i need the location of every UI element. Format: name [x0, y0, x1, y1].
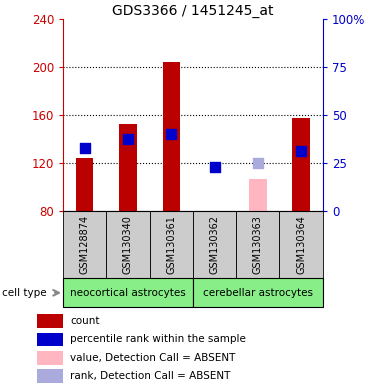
- Text: GSM128874: GSM128874: [80, 215, 90, 274]
- Point: [82, 144, 88, 151]
- Text: GSM130362: GSM130362: [210, 215, 220, 274]
- FancyBboxPatch shape: [106, 211, 150, 278]
- Bar: [37, 351, 63, 365]
- Title: GDS3366 / 1451245_at: GDS3366 / 1451245_at: [112, 4, 274, 18]
- Point: [298, 148, 304, 154]
- Text: count: count: [70, 316, 100, 326]
- FancyBboxPatch shape: [63, 278, 193, 307]
- Text: GSM130364: GSM130364: [296, 215, 306, 274]
- Text: GSM130340: GSM130340: [123, 215, 133, 274]
- Text: value, Detection Call = ABSENT: value, Detection Call = ABSENT: [70, 353, 236, 363]
- Bar: [249, 179, 266, 211]
- Bar: [119, 124, 137, 211]
- Text: GSM130361: GSM130361: [166, 215, 176, 274]
- FancyBboxPatch shape: [236, 211, 279, 278]
- FancyBboxPatch shape: [193, 278, 323, 307]
- Bar: [37, 314, 63, 328]
- FancyBboxPatch shape: [150, 211, 193, 278]
- Bar: [37, 333, 63, 346]
- Text: rank, Detection Call = ABSENT: rank, Detection Call = ABSENT: [70, 371, 231, 381]
- FancyBboxPatch shape: [193, 211, 236, 278]
- Text: percentile rank within the sample: percentile rank within the sample: [70, 334, 246, 344]
- Bar: [162, 63, 180, 211]
- FancyBboxPatch shape: [279, 211, 323, 278]
- Text: cell type: cell type: [2, 288, 46, 298]
- Point: [168, 131, 174, 137]
- Text: GSM130363: GSM130363: [253, 215, 263, 274]
- Bar: [37, 369, 63, 383]
- Bar: [292, 118, 310, 211]
- Point: [211, 164, 217, 170]
- Text: cerebellar astrocytes: cerebellar astrocytes: [203, 288, 313, 298]
- FancyBboxPatch shape: [63, 211, 106, 278]
- Point: [255, 160, 261, 166]
- Bar: [76, 159, 93, 211]
- Text: neocortical astrocytes: neocortical astrocytes: [70, 288, 186, 298]
- Point: [125, 136, 131, 142]
